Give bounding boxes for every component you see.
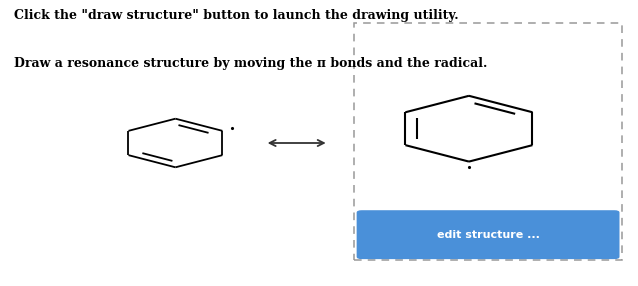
Text: Click the "draw structure" button to launch the drawing utility.: Click the "draw structure" button to lau… [14, 9, 459, 21]
Bar [354, 23, 622, 260]
Text: Draw a resonance structure by moving the π bonds and the radical.: Draw a resonance structure by moving the… [14, 57, 487, 70]
FancyBboxPatch shape [357, 210, 619, 259]
Text: edit structure ...: edit structure ... [436, 230, 540, 240]
